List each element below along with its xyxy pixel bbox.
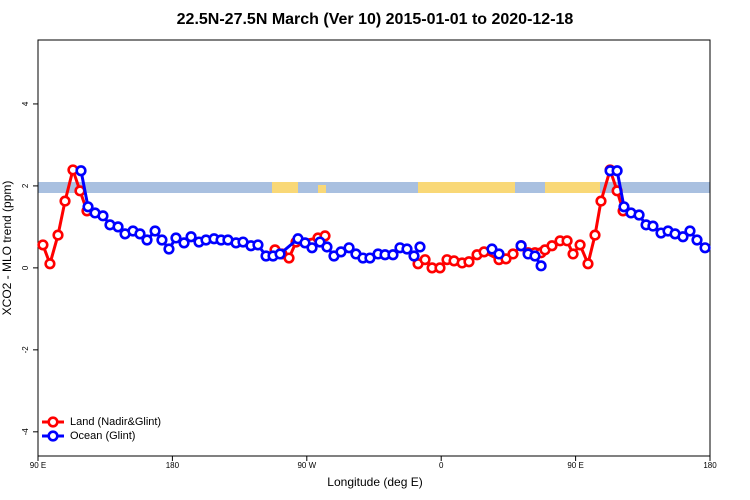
data-point	[684, 225, 696, 237]
x-tick-label: 0	[439, 461, 444, 470]
x-tick-label: 180	[166, 461, 180, 470]
data-point	[299, 237, 311, 249]
data-point	[463, 256, 475, 268]
data-point	[529, 250, 541, 262]
land-strip	[318, 185, 326, 193]
data-point	[589, 229, 601, 241]
x-tick-label: 180	[703, 461, 717, 470]
legend-label: Land (Nadir&Glint)	[70, 416, 161, 428]
land-strip	[272, 182, 298, 193]
data-point	[59, 195, 71, 207]
data-point	[500, 253, 512, 265]
data-point	[515, 240, 527, 252]
data-point	[149, 225, 161, 237]
data-point	[170, 232, 182, 244]
data-point	[97, 210, 109, 222]
data-point	[691, 234, 703, 246]
chart-title: 22.5N-27.5N March (Ver 10) 2015-01-01 to…	[177, 11, 574, 28]
data-point	[112, 221, 124, 233]
x-tick-label: 90 W	[297, 461, 316, 470]
data-point	[52, 229, 64, 241]
data-point	[567, 248, 579, 260]
data-point	[75, 165, 87, 177]
data-point	[185, 231, 197, 243]
data-point	[156, 234, 168, 246]
data-point	[37, 239, 49, 251]
land-strip	[418, 182, 515, 193]
land-strip	[545, 182, 600, 193]
legend-label: Ocean (Glint)	[70, 430, 135, 442]
data-point	[343, 242, 355, 254]
data-point	[321, 241, 333, 253]
x-axis-label: Longitude (deg E)	[327, 475, 422, 489]
data-point	[82, 201, 94, 213]
x-tick-label: 90 E	[30, 461, 46, 470]
data-point	[252, 239, 264, 251]
data-point	[699, 242, 711, 254]
data-point	[582, 258, 594, 270]
plot-frame	[37, 39, 711, 457]
data-point	[574, 239, 586, 251]
data-point	[647, 220, 659, 232]
legend-marker	[47, 416, 59, 428]
data-point	[535, 260, 547, 272]
data-point	[314, 236, 326, 248]
data-point	[306, 242, 318, 254]
data-point	[633, 209, 645, 221]
data-point	[401, 243, 413, 255]
y-tick-label: 2	[21, 183, 30, 188]
y-tick-label: -4	[21, 428, 30, 436]
data-point	[486, 243, 498, 255]
data-point	[387, 249, 399, 261]
data-point	[274, 248, 286, 260]
data-point	[493, 248, 505, 260]
data-point	[414, 241, 426, 253]
data-point	[434, 262, 446, 274]
y-axis-label: XCO2 - MLO trend (ppm)	[0, 181, 14, 316]
data-point	[546, 240, 558, 252]
data-point	[419, 254, 431, 266]
data-point	[283, 252, 295, 264]
data-point	[163, 243, 175, 255]
data-point	[561, 235, 573, 247]
data-point	[677, 231, 689, 243]
x-tick-label: 90 E	[567, 461, 583, 470]
data-point	[618, 201, 630, 213]
map-strip	[38, 182, 710, 193]
legend-marker	[47, 430, 59, 442]
data-point	[44, 258, 56, 270]
ocean-strip	[38, 182, 710, 193]
data-point	[611, 165, 623, 177]
data-point	[408, 250, 420, 262]
y-tick-label: 0	[21, 265, 30, 270]
data-point	[507, 248, 519, 260]
data-point	[134, 228, 146, 240]
y-tick-label: -2	[21, 346, 30, 354]
y-tick-label: 4	[21, 101, 30, 106]
data-point	[141, 234, 153, 246]
data-point	[595, 195, 607, 207]
data-point	[178, 237, 190, 249]
